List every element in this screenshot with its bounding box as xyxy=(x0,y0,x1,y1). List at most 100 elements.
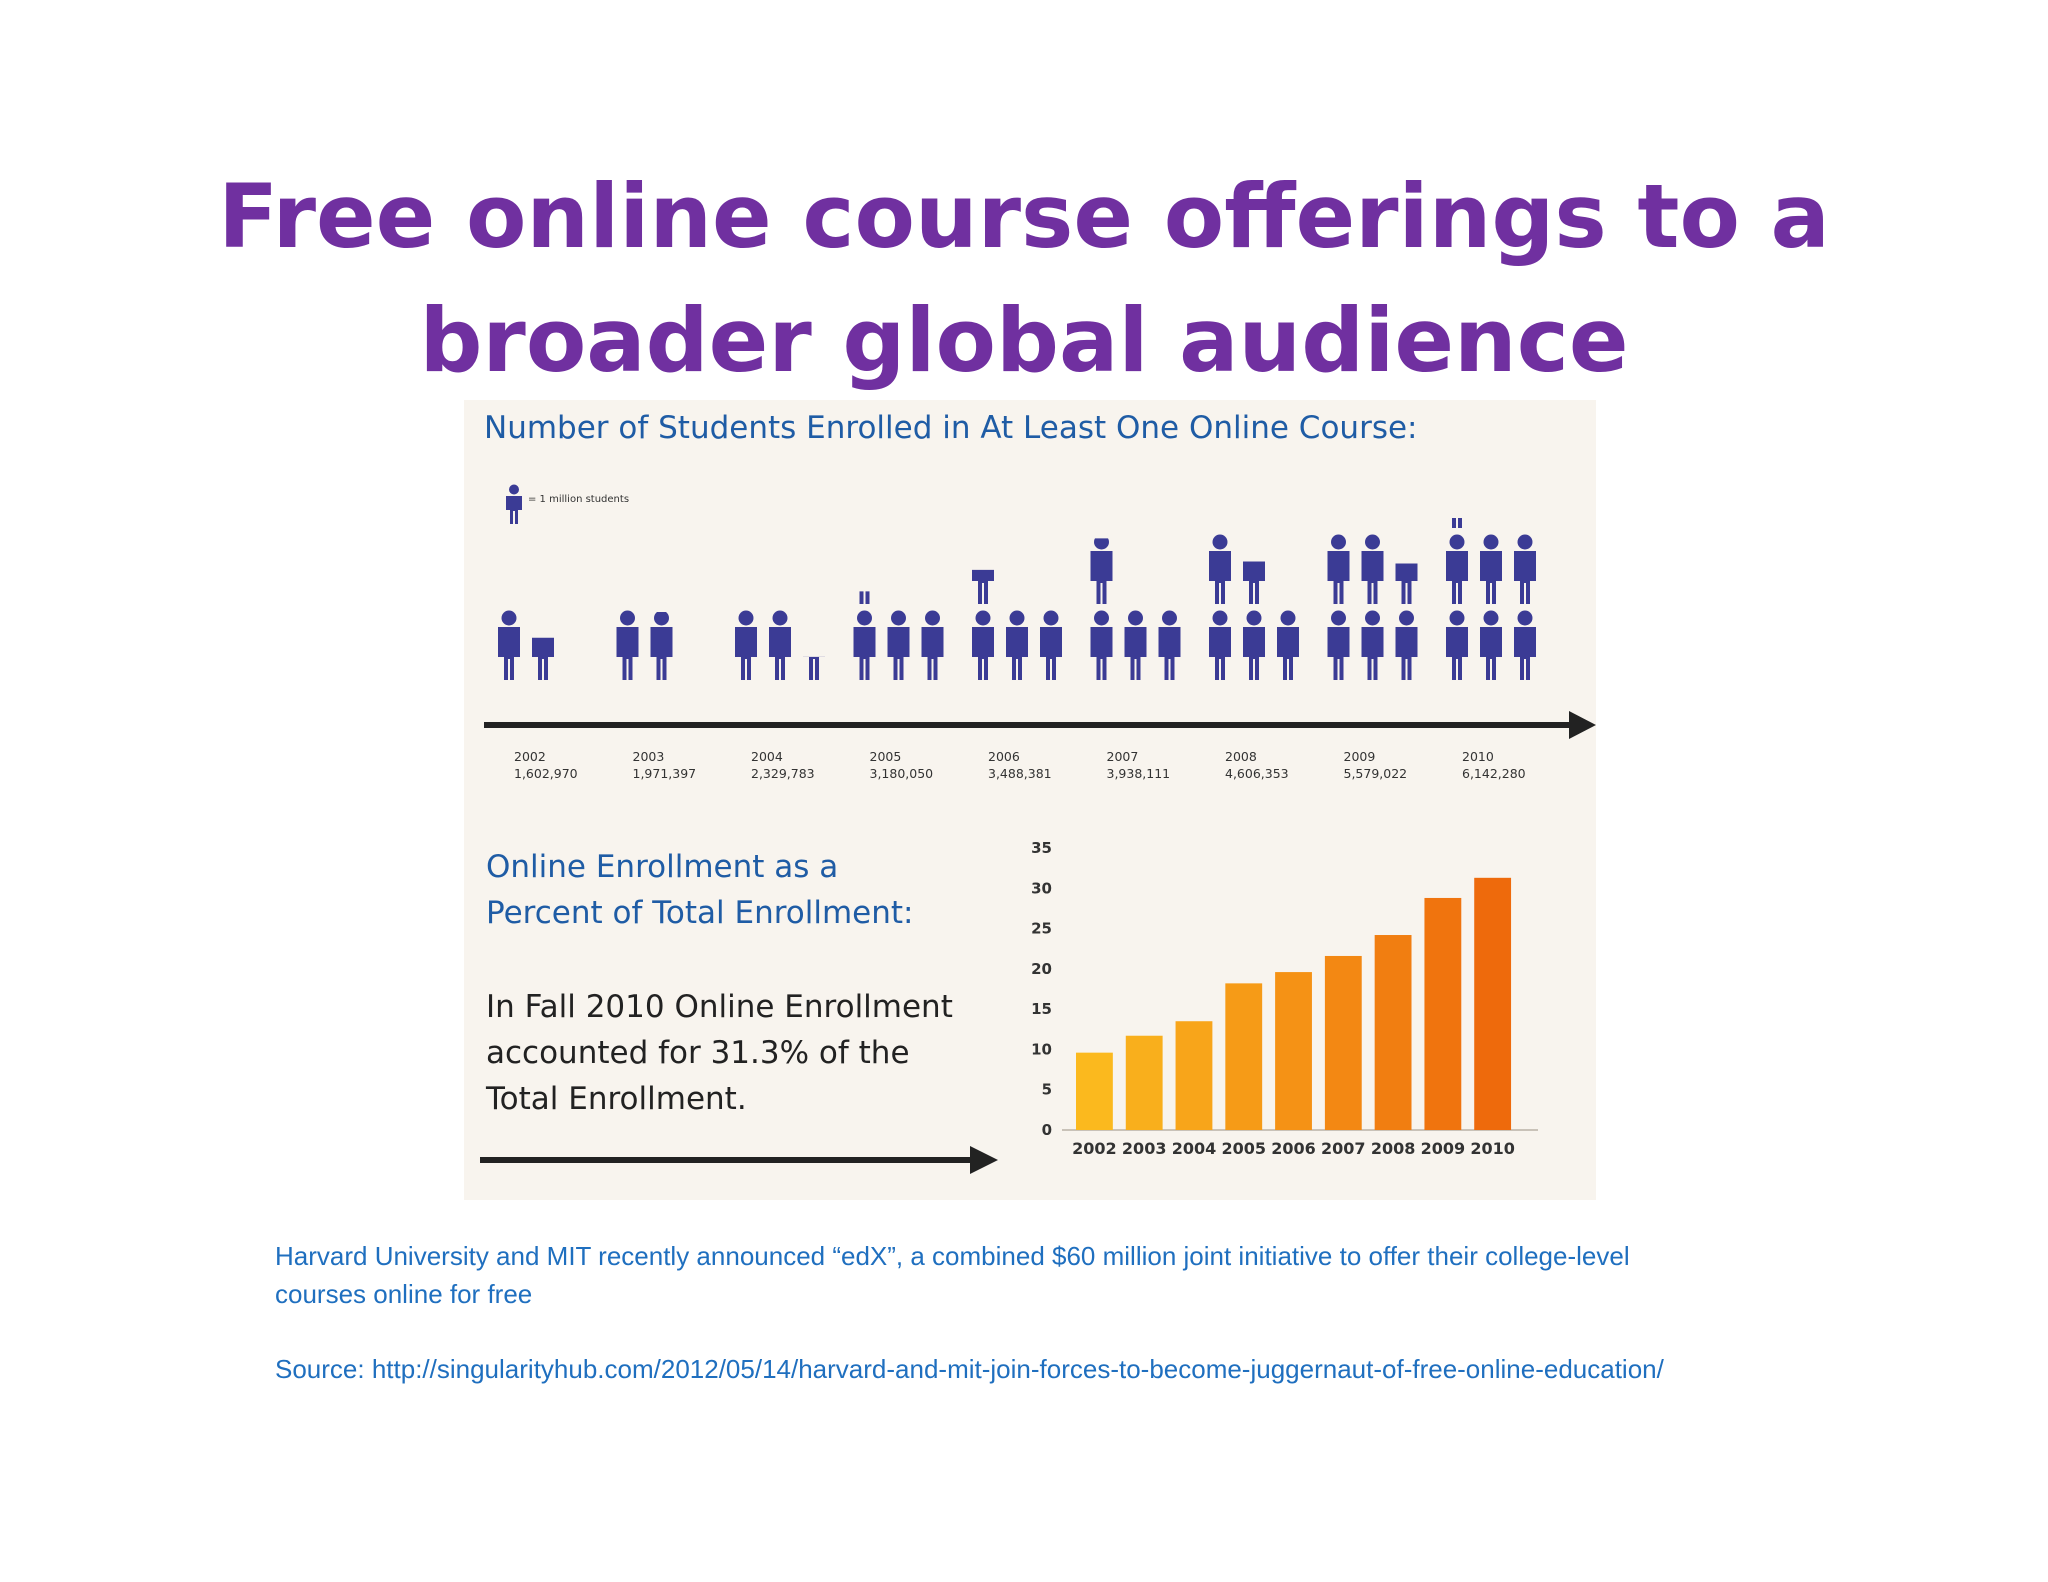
pictograph-year: 2010 xyxy=(1462,749,1494,764)
person-icon xyxy=(735,610,757,680)
person-icon xyxy=(616,610,639,680)
person-icon xyxy=(1446,534,1468,604)
pictograph-value: 3,180,050 xyxy=(869,766,934,781)
person-icon xyxy=(1209,534,1231,604)
x-category-label: 2002 xyxy=(1072,1139,1117,1158)
pictograph-year-label: 2005 3,180,050 xyxy=(870,748,970,782)
pictograph-value: 3,938,111 xyxy=(1106,766,1171,781)
person-icon xyxy=(921,610,944,680)
bar xyxy=(1175,1021,1213,1130)
person-icon xyxy=(1243,610,1265,680)
pictograph-year-label: 2004 2,329,783 xyxy=(751,748,851,782)
slide-title: Free online course offerings to a broade… xyxy=(0,155,2048,403)
person-icon xyxy=(1327,610,1350,680)
caption-line-1: Harvard University and MIT recently anno… xyxy=(275,1241,1630,1271)
y-tick-label: 20 xyxy=(1031,960,1052,978)
pictograph-year-label: 2010 6,142,280 xyxy=(1462,748,1562,782)
percent-annotation: In Fall 2010 Online Enrollment accounted… xyxy=(486,984,953,1122)
caption-line-2: courses online for free xyxy=(275,1279,533,1309)
person-icon xyxy=(853,591,876,604)
person-icon xyxy=(1514,610,1536,680)
percent-annotation-line-1: In Fall 2010 Online Enrollment xyxy=(486,989,953,1025)
pictograph-value: 1,971,397 xyxy=(632,766,697,781)
person-icon xyxy=(1277,610,1299,680)
person-icon xyxy=(1209,610,1231,680)
pictograph-year: 2002 xyxy=(514,749,546,764)
person-icon xyxy=(1006,610,1028,680)
pictograph-value: 6,142,280 xyxy=(1462,766,1526,781)
bar xyxy=(1275,972,1312,1130)
person-icon xyxy=(1327,534,1350,604)
person-icon xyxy=(532,637,554,680)
pictograph-year: 2008 xyxy=(1225,749,1257,764)
pictograph-value: 3,488,381 xyxy=(988,766,1052,781)
pictograph-year: 2006 xyxy=(988,749,1020,764)
bar xyxy=(1424,897,1462,1130)
person-icon xyxy=(650,612,673,680)
pictograph-legend-text: = 1 million students xyxy=(528,494,630,505)
pictograph-year: 2007 xyxy=(1106,749,1139,764)
y-tick-label: 15 xyxy=(1031,1000,1052,1018)
pictograph-year: 2005 xyxy=(869,749,902,764)
bar xyxy=(1324,955,1362,1130)
person-icon xyxy=(498,610,520,680)
person-icon xyxy=(1158,610,1181,680)
pictograph-chart xyxy=(484,518,1596,739)
person-icon xyxy=(1090,610,1113,680)
pictograph-value: 4,606,353 xyxy=(1225,766,1289,781)
person-icon xyxy=(1243,561,1265,604)
person-icon xyxy=(1514,534,1536,604)
percent-chart-title-line-1: Online Enrollment as a xyxy=(486,849,839,885)
x-category-label: 2004 xyxy=(1172,1139,1217,1158)
y-tick-label: 30 xyxy=(1031,879,1052,897)
pictograph-value: 5,579,022 xyxy=(1343,766,1408,781)
pictograph-year-label: 2002 1,602,970 xyxy=(514,748,614,782)
timeline-arrow xyxy=(484,711,1596,739)
bar xyxy=(1474,877,1512,1130)
person-icon xyxy=(1124,610,1147,680)
pictograph-year-label: 2006 3,488,381 xyxy=(988,748,1088,782)
person-icon xyxy=(1446,610,1468,680)
y-tick-label: 25 xyxy=(1031,920,1052,938)
caption: Harvard University and MIT recently anno… xyxy=(275,1237,1630,1313)
bar xyxy=(1225,983,1263,1130)
pictograph-year-label: 2007 3,938,111 xyxy=(1107,748,1207,782)
pictograph-value: 2,329,783 xyxy=(751,766,815,781)
person-icon xyxy=(1090,538,1113,604)
percent-chart-title-line-2: Percent of Total Enrollment: xyxy=(486,895,914,931)
percent-annotation-line-3: Total Enrollment. xyxy=(486,1081,747,1117)
percent-chart-title: Online Enrollment as a Percent of Total … xyxy=(486,844,914,936)
person-icon xyxy=(769,610,791,680)
percent-bar-chart: 0 5 10 15 20 25 30 35 2002 2003 2004 2005 2006 2007 2… xyxy=(1031,839,1538,1158)
pictograph-year-label: 2009 5,579,022 xyxy=(1344,748,1444,782)
pictograph-year-label: 2008 4,606,353 xyxy=(1225,748,1325,782)
pictograph-title: Number of Students Enrolled in At Least … xyxy=(484,410,1418,446)
pictograph-year: 2009 xyxy=(1343,749,1376,764)
person-icon xyxy=(1480,534,1502,604)
y-tick-label: 10 xyxy=(1031,1040,1052,1058)
person-icon xyxy=(1040,610,1062,680)
pictograph-year: 2003 xyxy=(632,749,665,764)
x-category-label: 2003 xyxy=(1122,1139,1167,1158)
person-icon xyxy=(1446,518,1468,528)
slide-title-line-2: broader global audience xyxy=(419,289,1629,392)
x-category-label: 2009 xyxy=(1421,1139,1466,1158)
person-icon xyxy=(853,610,876,680)
percent-annotation-line-2: accounted for 31.3% of the xyxy=(486,1035,910,1071)
x-category-label: 2006 xyxy=(1271,1139,1316,1158)
person-icon xyxy=(1395,610,1418,680)
person-icon xyxy=(803,656,825,680)
person-icon xyxy=(1361,610,1384,680)
y-tick-label: 0 xyxy=(1042,1121,1052,1139)
person-icon xyxy=(887,610,910,680)
bar xyxy=(1125,1035,1163,1130)
person-icon xyxy=(1480,610,1502,680)
x-category-label: 2008 xyxy=(1371,1139,1416,1158)
x-category-label: 2007 xyxy=(1321,1139,1366,1158)
source-link[interactable]: Source: http://singularityhub.com/2012/0… xyxy=(275,1354,1664,1384)
person-icon xyxy=(972,569,994,604)
person-icon xyxy=(1395,563,1418,604)
pictograph-value: 1,602,970 xyxy=(514,766,578,781)
infographic: Number of Students Enrolled in At Least … xyxy=(464,400,1596,1200)
bar xyxy=(1374,935,1412,1130)
